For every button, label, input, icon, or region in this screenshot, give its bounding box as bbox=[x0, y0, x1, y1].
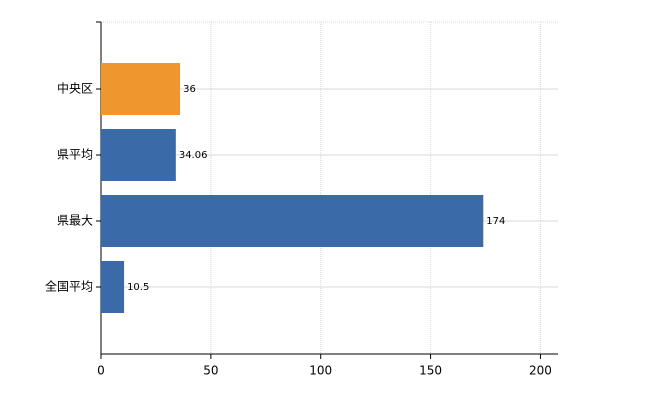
bar bbox=[101, 63, 181, 115]
value-label: 36 bbox=[183, 84, 196, 95]
x-tick-label: 0 bbox=[97, 364, 105, 378]
value-label: 10.5 bbox=[127, 282, 149, 293]
y-tick-label: 県平均 bbox=[57, 148, 93, 162]
x-tick-label: 200 bbox=[529, 364, 552, 378]
x-tick-label: 150 bbox=[419, 364, 442, 378]
value-label: 174 bbox=[486, 216, 505, 227]
x-tick-label: 50 bbox=[203, 364, 218, 378]
bar bbox=[101, 195, 484, 247]
x-tick-label: 100 bbox=[309, 364, 332, 378]
y-tick-label: 県最大 bbox=[57, 214, 93, 228]
bar bbox=[101, 129, 176, 181]
value-label: 34.06 bbox=[179, 150, 208, 161]
bar bbox=[101, 261, 125, 313]
y-tick-label: 全国平均 bbox=[45, 279, 93, 294]
y-tick-label: 中央区 bbox=[57, 81, 93, 96]
